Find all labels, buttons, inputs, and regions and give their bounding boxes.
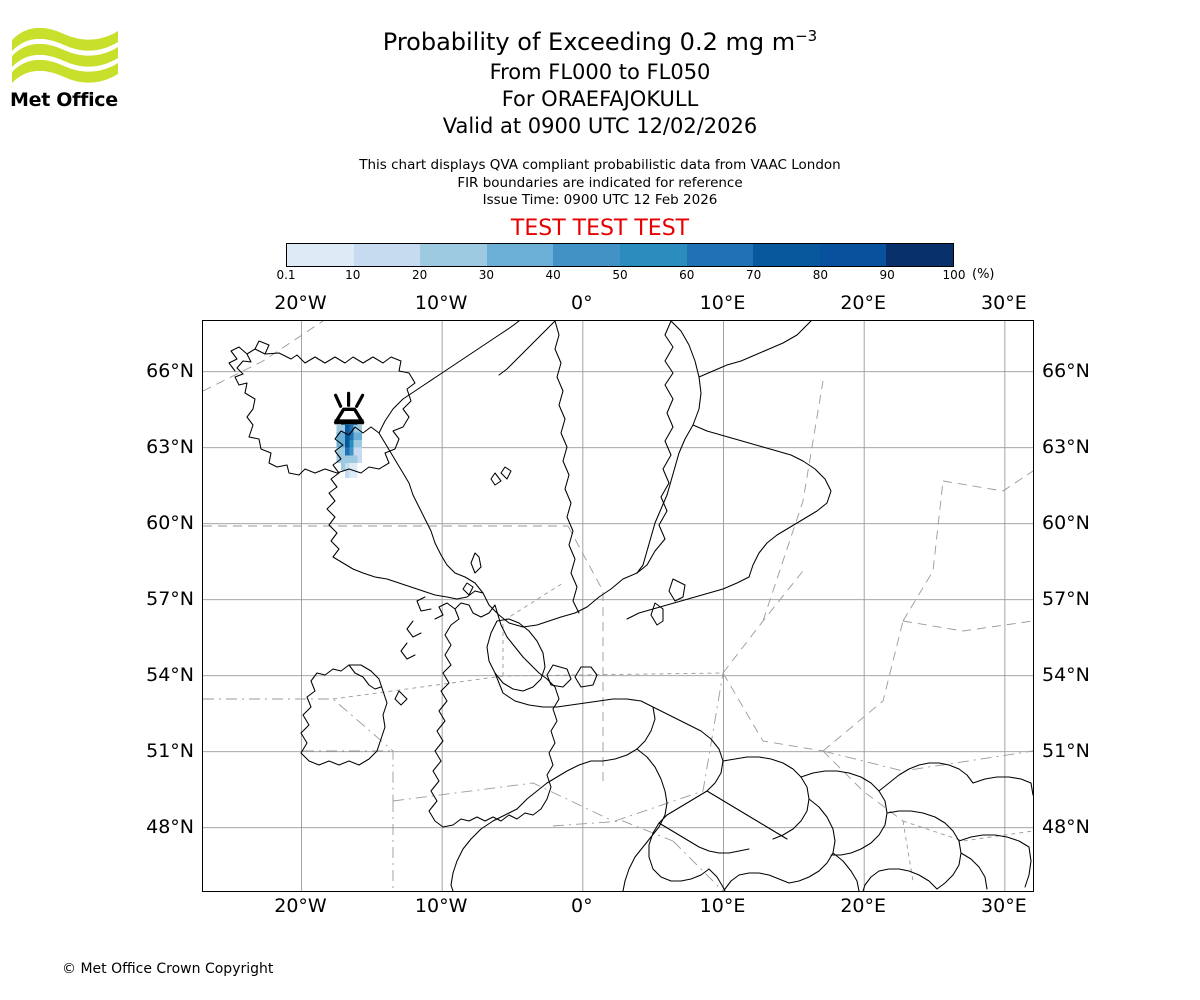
ash-cell <box>336 424 346 441</box>
subtitle-fir-note: FIR boundaries are indicated for referen… <box>457 174 743 191</box>
lat-label-right-66°N: 66°N <box>1042 359 1090 382</box>
lon-label-bottom-10°W: 10°W <box>414 895 468 917</box>
ash-cell <box>353 424 362 441</box>
colorbar-segment-8 <box>819 244 887 266</box>
lat-label-left-57°N: 57°N <box>146 587 194 610</box>
lat-label-right-63°N: 63°N <box>1042 435 1090 458</box>
oraefajokull-volcano-marker <box>333 391 365 425</box>
colorbar-segment-4 <box>553 244 620 266</box>
lat-label-left-51°N: 51°N <box>146 739 194 762</box>
lat-label-right-51°N: 51°N <box>1042 739 1090 762</box>
lat-label-left-54°N: 54°N <box>146 663 194 686</box>
colorbar-tick-0.1: 0.1 <box>276 268 296 282</box>
chart-subtitle-block: This chart displays QVA compliant probab… <box>0 157 1200 244</box>
subtitle-qva-note: This chart displays QVA compliant probab… <box>359 157 841 173</box>
lat-label-right-60°N: 60°N <box>1042 511 1090 534</box>
title-volcano-name: For ORAEFAJOKULL <box>501 87 699 111</box>
colorbar-tick-50: 50 <box>612 268 628 282</box>
lon-label-top-10°E: 10°E <box>699 292 746 314</box>
colorbar-tick-80: 80 <box>812 268 829 282</box>
map-gridlines <box>203 321 1033 891</box>
lat-label-left-66°N: 66°N <box>146 359 194 382</box>
title-flight-levels: From FL000 to FL050 <box>489 60 711 84</box>
copyright-footer: © Met Office Crown Copyright <box>62 961 274 977</box>
map-coastlines <box>228 321 1033 891</box>
colorbar-tick-40: 40 <box>545 268 561 282</box>
colorbar-segment-1 <box>353 244 421 266</box>
map-plot-area[interactable] <box>202 320 1034 892</box>
lon-label-bottom-10°E: 10°E <box>699 895 746 917</box>
lat-label-right-57°N: 57°N <box>1042 587 1090 610</box>
met-office-logo: Met Office <box>10 22 120 114</box>
lon-label-top-0°: 0° <box>571 292 593 314</box>
test-banner: TEST TEST TEST <box>510 215 690 241</box>
fir-boundaries <box>203 321 1033 891</box>
subtitle-issue-time: Issue Time: 0900 UTC 12 Feb 2026 <box>482 192 718 208</box>
colorbar-segment-3 <box>486 244 554 266</box>
ash-cell <box>336 432 346 448</box>
lat-label-right-48°N: 48°N <box>1042 815 1090 838</box>
title-main-text: Probability of Exceeding 0.2 mg m <box>382 28 796 56</box>
met-office-logo-text: Met Office <box>10 89 118 111</box>
lon-label-bottom-20°E: 20°E <box>840 895 887 917</box>
chart-title-block: Probability of Exceeding 0.2 mg m−3 From… <box>0 26 1200 140</box>
ash-probability-cells <box>336 417 362 479</box>
colorbar-tick-labels: 0.1 10 20 30 40 50 60 70 80 90 100 <box>276 268 965 286</box>
colorbar-segment-6 <box>686 244 754 266</box>
ash-cell <box>353 440 362 456</box>
colorbar-tick-70: 70 <box>745 268 762 282</box>
colorbar-segment-0 <box>287 244 354 266</box>
colorbar-segment-2 <box>420 244 487 266</box>
colorbar-segment-7 <box>753 244 820 266</box>
colorbar-tick-30: 30 <box>478 268 495 282</box>
lat-label-left-63°N: 63°N <box>146 435 194 458</box>
lon-label-top-30°E: 30°E <box>981 292 1027 314</box>
colorbar-tick-90: 90 <box>879 268 895 282</box>
colorbar-tick-10: 10 <box>345 268 361 282</box>
ash-cell <box>336 440 346 456</box>
lon-label-top-20°W: 20°W <box>274 292 327 314</box>
lon-label-top-10°W: 10°W <box>414 292 468 314</box>
colorbar-tick-20: 20 <box>411 268 428 282</box>
lon-label-bottom-30°E: 30°E <box>981 895 1027 917</box>
met-office-wave-graphic <box>12 27 118 83</box>
title-valid-time: Valid at 0900 UTC 12/02/2026 <box>442 114 758 138</box>
colorbar-segment-5 <box>619 244 687 266</box>
colorbar-unit-label: (%) <box>972 267 995 282</box>
colorbar-gradient <box>286 243 954 267</box>
colorbar-segment-9 <box>886 244 953 266</box>
lon-label-bottom-0°: 0° <box>571 895 593 917</box>
lat-label-right-54°N: 54°N <box>1042 663 1090 686</box>
map-svg <box>203 321 1033 891</box>
ash-cell <box>353 432 362 448</box>
title-exponent: −3 <box>795 27 818 45</box>
lat-label-left-48°N: 48°N <box>146 815 194 838</box>
probability-colorbar <box>286 243 954 267</box>
lat-label-left-60°N: 60°N <box>146 511 194 534</box>
colorbar-tick-100: 100 <box>942 268 966 282</box>
page-title: Probability of Exceeding 0.2 mg m−3 <box>0 26 1200 59</box>
colorbar-tick-60: 60 <box>679 268 695 282</box>
lon-label-top-20°E: 20°E <box>840 292 887 314</box>
lon-label-bottom-20°W: 20°W <box>274 895 327 917</box>
